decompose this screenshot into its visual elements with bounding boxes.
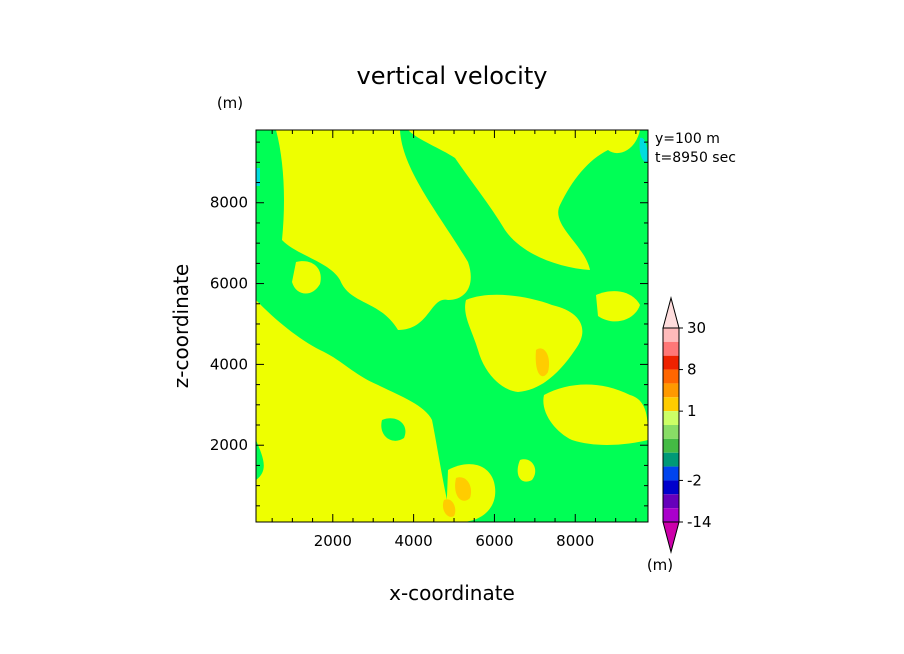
updraft-region — [408, 130, 640, 270]
y-tick-label: 8000 — [210, 194, 248, 212]
neutral-region — [300, 297, 332, 328]
downdraft-region — [256, 168, 260, 186]
colorbar-upper-extend — [662, 296, 680, 329]
colorbar: 30 8 1 -2 -14 — [662, 296, 712, 554]
colorbar-bin — [663, 383, 679, 398]
strong-updraft-region — [455, 477, 472, 501]
colorbar-bin — [663, 341, 679, 356]
y-tick-label: 4000 — [210, 355, 248, 373]
colorbar-bin — [663, 328, 679, 342]
colorbar-bin — [663, 355, 679, 370]
colorbar-tick-label: 1 — [687, 402, 697, 420]
chart-title: vertical velocity — [357, 62, 548, 90]
plot-frame — [255, 129, 649, 523]
y-axis-label: z-coordinate — [169, 264, 193, 388]
colorbar-tick-label: -2 — [687, 471, 702, 489]
x-tick-label: 6000 — [475, 532, 513, 550]
annotation-y: y=100 m — [655, 131, 720, 147]
y-tick-label: 6000 — [210, 275, 248, 293]
strong-updraft-region — [442, 499, 456, 517]
x-axis-label: x-coordinate — [389, 581, 515, 605]
downdraft-region — [639, 137, 648, 163]
annotation-t: t=8950 sec — [655, 150, 736, 166]
colorbar-tick-label: 8 — [687, 361, 697, 379]
colorbar-tick-label: 30 — [687, 319, 706, 337]
colorbar-unit-label: (m) — [647, 556, 673, 574]
colorbar-bin — [663, 466, 679, 481]
y-tick-label: 2000 — [210, 436, 248, 454]
updraft-region — [596, 291, 640, 322]
colorbar-bin — [663, 425, 679, 439]
strong-updraft-region — [535, 348, 550, 377]
colorbar-bin — [663, 438, 679, 453]
y-axis: 2000 4000 6000 8000 — [210, 141, 648, 507]
x-axis: 2000 4000 6000 8000 — [271, 130, 637, 550]
colorbar-bin — [663, 369, 679, 384]
colorbar-bin — [663, 508, 679, 522]
colorbar-bin — [663, 494, 679, 509]
colorbar-bin — [663, 411, 679, 425]
contour-field — [256, 130, 648, 522]
x-tick-label: 2000 — [314, 532, 352, 550]
y-unit-label: (m) — [217, 94, 243, 112]
colorbar-bin — [663, 452, 679, 467]
colorbar-tick-label: -14 — [687, 513, 712, 531]
updraft-region — [543, 384, 648, 445]
updraft-region — [351, 249, 371, 272]
x-tick-label: 8000 — [556, 532, 594, 550]
updraft-region — [465, 294, 583, 392]
colorbar-bin — [663, 480, 679, 495]
colorbar-lower-extend — [662, 521, 680, 554]
neutral-region — [381, 418, 406, 441]
updraft-region — [276, 130, 471, 330]
updraft-region — [256, 300, 452, 522]
x-tick-label: 4000 — [395, 532, 433, 550]
updraft-region — [292, 261, 321, 294]
updraft-region — [517, 459, 536, 482]
neutral-region — [469, 372, 494, 396]
colorbar-bin — [663, 397, 679, 412]
colorbar-frame — [662, 327, 680, 523]
